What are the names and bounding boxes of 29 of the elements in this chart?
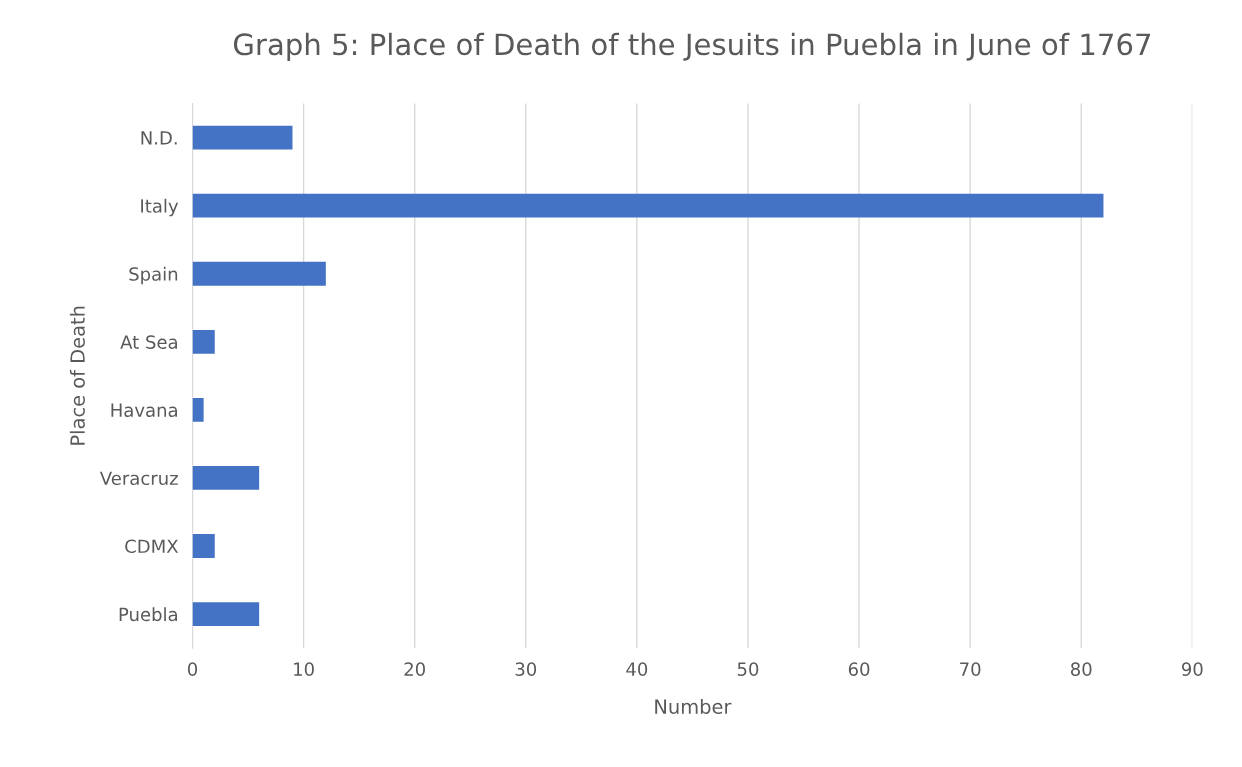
x-tick-label: 40 bbox=[626, 662, 648, 676]
bar bbox=[192, 261, 326, 286]
bar bbox=[192, 125, 293, 150]
y-tick-label: Havana bbox=[111, 403, 177, 417]
bar bbox=[192, 602, 260, 626]
bar bbox=[192, 193, 1104, 218]
bar bbox=[192, 329, 215, 354]
x-tick-label: 60 bbox=[848, 662, 870, 676]
x-tick-label: 30 bbox=[515, 662, 537, 676]
bar bbox=[192, 397, 204, 422]
y-tick-label: N.D. bbox=[141, 131, 177, 145]
x-tick-label: 70 bbox=[960, 662, 981, 676]
y-tick-label: Spain bbox=[129, 266, 178, 285]
bar bbox=[192, 466, 260, 490]
y-tick-label: Puebla bbox=[119, 607, 177, 622]
x-tick-label: 10 bbox=[294, 662, 314, 676]
bar bbox=[192, 534, 215, 558]
chart-title: Graph 5: Place of Death of the Jesuits in Puebla in June of 1767 bbox=[233, 32, 1151, 61]
y-tick-label: Veracruz bbox=[99, 471, 178, 486]
x-tick-label: 20 bbox=[404, 662, 425, 676]
y-tick-label: At Sea bbox=[120, 335, 177, 349]
y-tick-label: CDMX bbox=[125, 539, 179, 554]
y-axis-title: Place of Death bbox=[69, 306, 85, 445]
x-tick-label: 80 bbox=[1070, 662, 1092, 676]
x-tick-label: 50 bbox=[737, 662, 759, 676]
x-tick-label: 90 bbox=[1181, 662, 1203, 676]
y-tick-label: Italy bbox=[141, 198, 179, 217]
x-tick-label: 0 bbox=[187, 662, 198, 676]
x-axis-title: Number bbox=[655, 698, 732, 714]
